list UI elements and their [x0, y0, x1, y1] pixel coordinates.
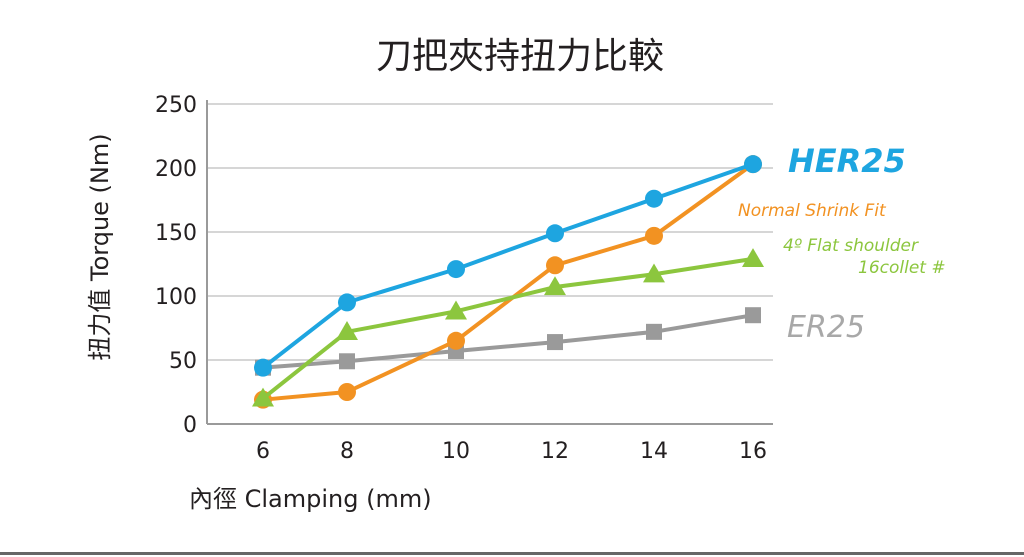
bottom-rule	[0, 552, 1024, 555]
data-point	[646, 323, 662, 340]
data-point	[645, 226, 663, 245]
x-tick-label: 8	[340, 439, 354, 464]
data-point	[544, 276, 566, 296]
data-point	[742, 248, 764, 267]
series-er25	[255, 307, 761, 376]
plot-area	[252, 155, 764, 409]
series-label-flat-shoulder-line1: 4º Flat shoulder	[783, 236, 919, 256]
data-point	[643, 263, 665, 283]
x-tick-label: 16	[739, 439, 767, 464]
x-tick-label: 6	[256, 439, 270, 464]
y-tick-label: 200	[155, 157, 197, 182]
x-tick-label: 12	[541, 439, 569, 464]
series-label-normal-shrink-fit: Normal Shrink Fit	[738, 201, 887, 221]
y-tick-label: 150	[155, 221, 197, 246]
data-point	[447, 260, 465, 279]
series-4-flat-shoulder-16collet	[252, 248, 764, 407]
axes: 0 50 100 150 200 250 6 8 10 12 14 16	[155, 93, 773, 464]
series-normal-shrink-fit	[254, 155, 762, 409]
series-label-her25: HER25	[788, 142, 906, 180]
data-point	[744, 155, 762, 174]
y-tick-label: 50	[169, 349, 197, 374]
data-point	[338, 293, 356, 312]
x-axis-label: 內徑 Clamping (mm)	[189, 485, 432, 513]
data-point	[338, 383, 356, 401]
chart-title: 刀把夾持扭力比較	[376, 36, 664, 77]
series-her25	[254, 155, 762, 377]
data-point	[547, 334, 563, 351]
data-point	[546, 224, 564, 243]
data-point	[254, 358, 272, 377]
series-label-flat-shoulder-line2: 16collet #	[858, 258, 946, 278]
data-point	[447, 331, 465, 350]
series-line	[261, 256, 754, 400]
series-labels: HER25 Normal Shrink Fit 4º Flat shoulder16…	[738, 142, 946, 345]
series-line	[262, 313, 754, 370]
series-label-er25: ER25	[787, 310, 865, 345]
series-line	[262, 162, 755, 402]
data-point	[339, 353, 355, 370]
y-axis-label: 扭力值 Torque (Nm)	[86, 133, 114, 360]
data-point	[546, 256, 564, 275]
data-point	[252, 387, 274, 407]
x-tick-label: 14	[640, 439, 668, 464]
y-tick-label: 100	[155, 285, 197, 310]
x-tick-label: 10	[442, 439, 470, 464]
data-point	[445, 300, 467, 320]
data-point	[336, 321, 358, 340]
data-point	[745, 307, 761, 324]
grid	[207, 103, 773, 361]
y-tick-label: 250	[155, 93, 197, 118]
y-tick-label: 0	[183, 413, 197, 438]
series-line	[261, 162, 754, 370]
data-point	[645, 189, 663, 208]
